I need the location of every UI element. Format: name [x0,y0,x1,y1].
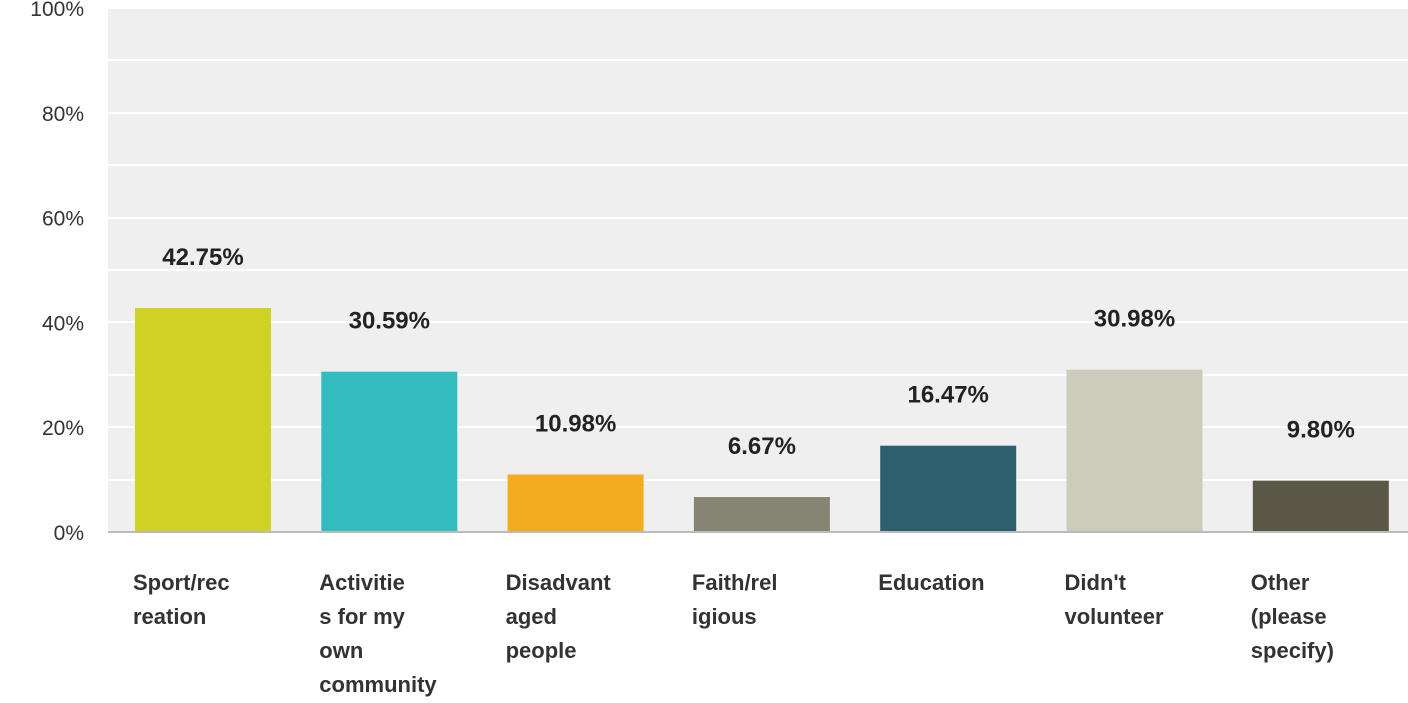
y-tick-label: 100% [30,0,84,21]
category-label: Faith/rel [692,570,778,595]
y-tick-label: 80% [42,103,84,126]
category-label: s for my [319,604,405,629]
y-tick-label: 20% [42,417,84,440]
category-label: Sport/rec [133,570,230,595]
data-labels: 42.75% 30.59% 10.98% 6.67% 16.47% 30.98% 9.80% [162,244,1355,460]
category-label: community [319,672,437,697]
x-axis-categories: Sport/rec reation Activitie s for my own comm… [133,570,1334,697]
category-label: specify) [1251,638,1334,663]
data-label: 16.47% [907,382,988,409]
category-label: (please [1251,604,1327,629]
category-label: volunteer [1065,604,1164,629]
y-tick-label: 0% [54,522,84,545]
bar [1066,369,1203,532]
bar [135,307,271,532]
category-label: Disadvant [506,570,612,595]
y-axis-ticks: 0% 20% 40% 60% 80% 100% [30,0,84,545]
bar [693,497,830,532]
category-label: own [319,638,363,663]
category-label: Didn't [1065,570,1127,595]
bar [507,474,644,532]
category-label: Other [1251,570,1310,595]
category-label: reation [133,604,206,629]
bars [135,307,1389,532]
y-tick-label: 60% [42,208,84,231]
data-label: 30.98% [1094,306,1175,333]
data-label: 10.98% [535,410,616,437]
category-label: Activitie [319,570,405,595]
data-label: 42.75% [162,244,243,271]
category-label: igious [692,604,757,629]
bar [1252,480,1389,532]
data-label: 30.59% [349,308,430,335]
data-label: 9.80% [1287,417,1355,444]
bar [321,371,458,532]
bar [880,445,1017,532]
category-label: Education [878,570,984,595]
data-label: 6.67% [728,433,796,460]
category-label: people [506,638,577,663]
y-tick-label: 40% [42,312,84,335]
category-label: aged [506,604,557,629]
